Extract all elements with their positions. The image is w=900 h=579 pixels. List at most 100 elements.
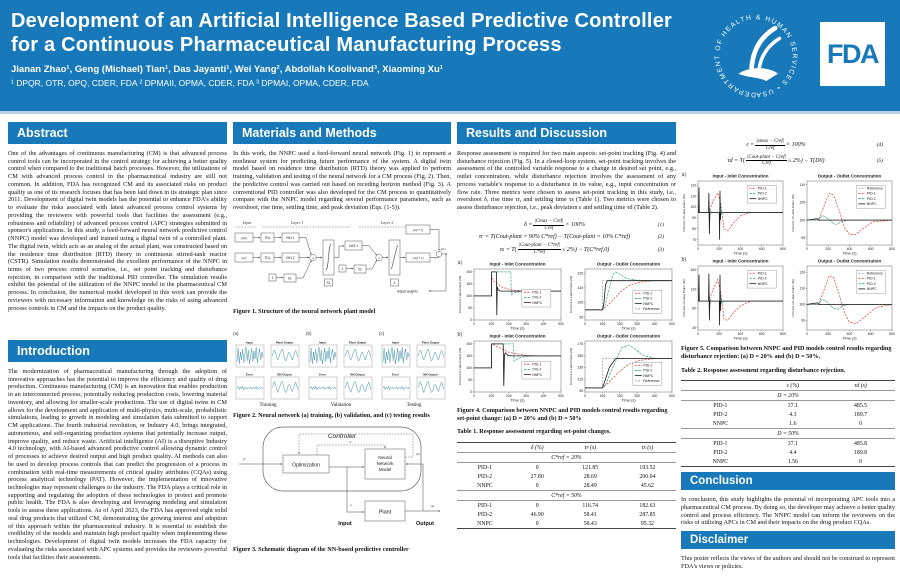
svg-text:80: 80 (692, 227, 696, 231)
svg-text:NNPC: NNPC (758, 282, 768, 286)
svg-text:NNPC: NNPC (643, 374, 653, 378)
svg-text:yp: yp (430, 504, 435, 508)
svg-text:125: 125 (577, 271, 583, 275)
methods-text: In this work, the NNPC used a feed-forwa… (233, 150, 451, 212)
figure4-caption: Figure 4. Comparison between NNPC and PI… (457, 406, 668, 422)
svg-text:NNPC: NNPC (532, 373, 542, 377)
svg-text:600: 600 (868, 332, 874, 336)
svg-text:200: 200 (466, 342, 472, 346)
section-header-results: Results and Discussion (457, 122, 676, 144)
svg-text:Layer 1: Layer 1 (290, 220, 303, 225)
svg-text:Network: Network (377, 461, 395, 466)
figure5-caption: Figure 5. Comparison between NNPC and PI… (681, 345, 892, 360)
figure2-tag-b: (b) (306, 330, 312, 336)
section-header-disclaimer: Disclaimer (681, 531, 895, 550)
svg-text:+: + (378, 256, 380, 260)
svg-text:ym: ym (415, 452, 421, 456)
svg-text:500: 500 (558, 394, 564, 398)
svg-text:Percent of Label Claim (%): Percent of Label Claim (%) (569, 276, 573, 313)
svg-text:95: 95 (801, 236, 805, 240)
svg-text:Time (s): Time (s) (621, 325, 636, 330)
figure5-tag-b: (b) (681, 257, 687, 263)
svg-text:0: 0 (470, 390, 472, 394)
svg-text:PID-1: PID-1 (532, 290, 541, 294)
svg-text:200: 200 (825, 247, 831, 251)
svg-text:300: 300 (523, 394, 529, 398)
svg-text:300: 300 (634, 394, 640, 398)
fda-logo-text: FDA (827, 38, 880, 69)
svg-text:Percent of Label Claim (%): Percent of Label Claim (%) (458, 276, 462, 313)
section-header-conclusion: Conclusion (681, 472, 895, 491)
svg-text:Input: Input (338, 521, 352, 527)
svg-text:80: 80 (692, 307, 696, 311)
figure2-mini-plot: NN Output (268, 372, 301, 402)
svg-text:500: 500 (669, 322, 675, 326)
table2: ε (%) τd (s) D = 20% PID-1 37.1 485.5 PID-2 4.3… (681, 380, 895, 468)
svg-text:200: 200 (506, 322, 512, 326)
svg-text:Time (s): Time (s) (510, 325, 525, 330)
figure2-mini-plot: Error (379, 372, 412, 402)
svg-text:e(t): e(t) (441, 247, 447, 251)
svg-text:600: 600 (759, 332, 765, 336)
svg-text:1: 1 (342, 267, 344, 271)
disclaimer-title: Disclaimer (690, 534, 749, 547)
svg-text:200: 200 (825, 332, 831, 336)
svg-text:100: 100 (799, 303, 805, 307)
svg-text:0: 0 (806, 332, 808, 336)
figure4-tag-b: (b) (457, 331, 463, 338)
svg-text:PID-2: PID-2 (867, 197, 876, 201)
svg-text:50: 50 (468, 306, 472, 310)
svg-text:Input: Input (246, 340, 253, 344)
figure2-mini-plot: Input (306, 340, 339, 370)
svg-text:95: 95 (579, 389, 583, 393)
svg-text:PID-1: PID-1 (758, 271, 767, 275)
svg-text:800: 800 (780, 247, 786, 251)
svg-text:200: 200 (466, 270, 472, 274)
svg-text:Output - Outlet Concentration: Output - Outlet Concentration (818, 259, 882, 264)
figure4b-output-chart: Output - Outlet Concentration 0 100 200 300 4… (568, 332, 675, 403)
svg-text:PID-2: PID-2 (758, 192, 767, 196)
svg-text:Reference: Reference (643, 307, 659, 311)
svg-text:TDL: TDL (264, 256, 270, 260)
svg-text:155: 155 (577, 354, 583, 358)
svg-text:400: 400 (847, 332, 853, 336)
figure2-tag-a: (a) (233, 330, 239, 336)
svg-text:95: 95 (579, 315, 583, 319)
svg-text:Controller: Controller (328, 433, 357, 440)
svg-text:Reference: Reference (867, 186, 883, 190)
svg-text:LW2,1: LW2,1 (349, 244, 358, 248)
svg-text:400: 400 (847, 247, 853, 251)
svg-text:1: 1 (272, 276, 274, 280)
svg-text:100: 100 (600, 322, 606, 326)
svg-text:110: 110 (691, 194, 697, 198)
figure5b-input-chart: Input - Inlet Concentration 0 200 400 600 800… (681, 257, 786, 341)
poster-header: Development of an Artificial Intelligenc… (0, 0, 900, 111)
svg-text:Neural: Neural (378, 455, 392, 460)
svg-text:Output: Output (416, 521, 434, 527)
svg-text:u: u (350, 503, 352, 507)
column-abstract-introduction: Abstract One of the advantages of contin… (8, 122, 227, 579)
svg-text:Input - Inlet Concentration: Input - Inlet Concentration (713, 174, 769, 179)
svg-text:200: 200 (716, 247, 722, 251)
section-header-abstract: Abstract (8, 122, 227, 144)
svg-text:110: 110 (800, 183, 806, 187)
svg-text:PID-2: PID-2 (532, 295, 541, 299)
equation-1: δ = |Cmax − Cref| Cref × 100% (1) (524, 218, 664, 231)
svg-text:Reference: Reference (643, 379, 659, 383)
svg-text:PID-2: PID-2 (758, 277, 767, 281)
figure5a-output-chart: Output - Outlet Concentration 0 200 400 600 8… (790, 172, 895, 256)
figure5a-input-chart: Input - Inlet Concentration 0 200 400 600 800… (681, 172, 786, 256)
svg-text:400: 400 (652, 394, 658, 398)
results-title: Results and Discussion (466, 126, 608, 140)
svg-text:Plant Output: Plant Output (349, 340, 366, 344)
fda-logo: FDA (820, 22, 885, 86)
results-text: Response assessment is required for two … (457, 150, 676, 212)
figure4-tag-a: (a) (457, 259, 463, 266)
svg-text:b1: b1 (288, 276, 292, 280)
figure2-mini-plot: Plant Output (341, 340, 374, 370)
svg-text:Input - Inlet Concentration: Input - Inlet Concentration (490, 261, 546, 266)
svg-text:Time (s): Time (s) (733, 251, 748, 256)
svg-text:Percent of Label Claim (%): Percent of Label Claim (%) (682, 280, 686, 317)
svg-text:400: 400 (738, 332, 744, 336)
figure2-group-testing: (c) Input Plant Output Error NN Output T… (379, 322, 449, 408)
